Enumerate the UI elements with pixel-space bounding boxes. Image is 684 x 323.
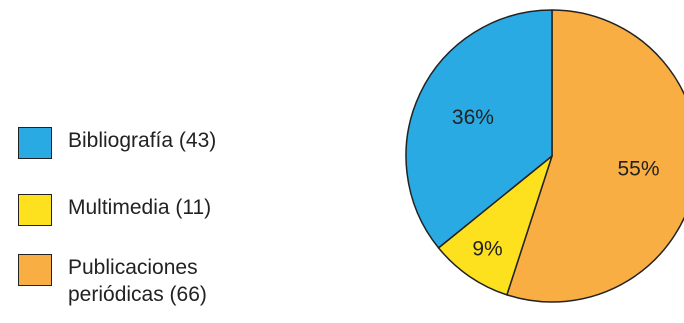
- slice-multimedia: [437, 155, 553, 296]
- legend-label-bibliografia: Bibliografía (43): [68, 129, 217, 152]
- slice-publicaciones: [506, 9, 684, 303]
- slice-label-publicaciones: 55%: [618, 157, 660, 180]
- legend-label-publicaciones: Publicaciones periódicas (66): [68, 256, 207, 306]
- slice-label-bibliografia: 36%: [452, 106, 494, 129]
- slice-bibliografia: [405, 9, 553, 249]
- legend-swatch-publicaciones: [18, 254, 52, 286]
- legend-swatch-bibliografia: [18, 127, 52, 159]
- legend-item-publicaciones: Publicaciones periódicas (66): [18, 254, 288, 308]
- legend-swatch-multimedia: [18, 194, 52, 226]
- legend-label-multimedia: Multimedia (11): [68, 196, 212, 219]
- slice-label-multimedia: 9%: [472, 237, 502, 260]
- legend-item-multimedia: Multimedia (11): [18, 194, 288, 226]
- legend-item-bibliografia: Bibliografía (43): [18, 127, 288, 159]
